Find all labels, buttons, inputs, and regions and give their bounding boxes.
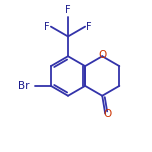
Text: F: F bbox=[86, 22, 92, 32]
Text: F: F bbox=[65, 5, 71, 15]
Text: Br: Br bbox=[18, 81, 30, 91]
Text: F: F bbox=[44, 22, 50, 32]
Text: O: O bbox=[103, 109, 111, 119]
Text: O: O bbox=[99, 50, 107, 60]
